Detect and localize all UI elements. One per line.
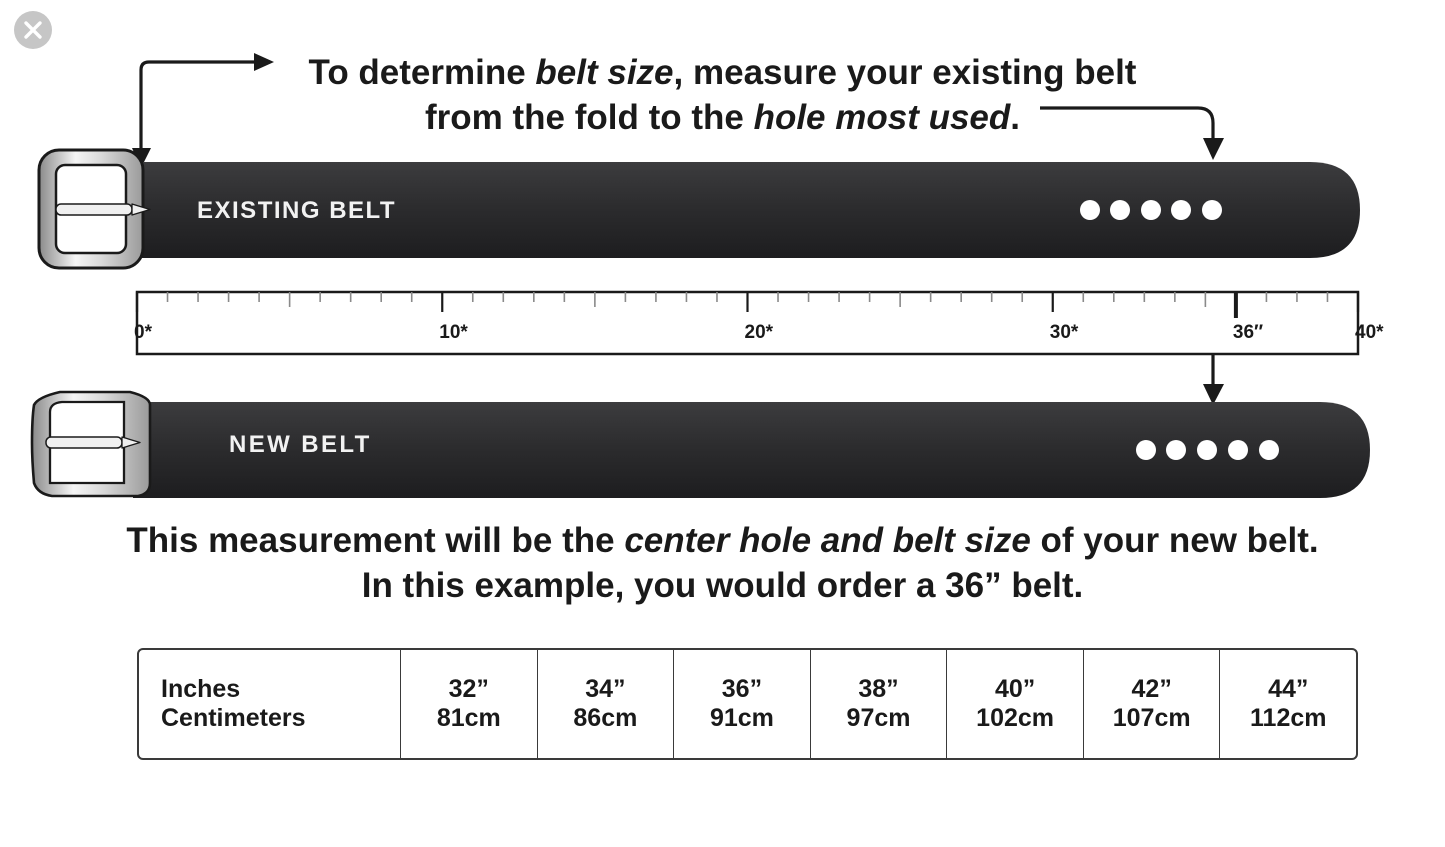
svg-text:NEW BELT: NEW BELT <box>229 431 372 458</box>
